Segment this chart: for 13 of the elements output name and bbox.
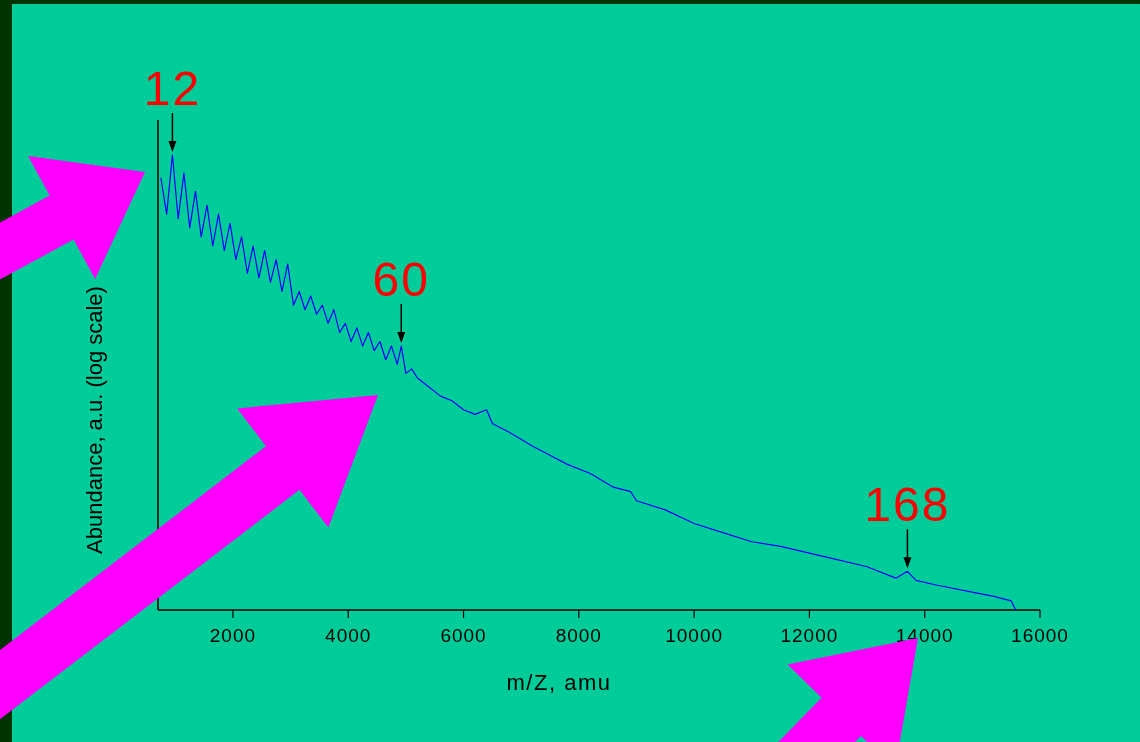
y-axis-title: Abundance, a.u. (log scale) (82, 286, 107, 554)
x-tick-label: 16000 (1011, 625, 1069, 646)
x-axis-title: m/Z, amu (506, 670, 612, 695)
x-tick-label: 10000 (665, 625, 724, 646)
x-tick-label: 2000 (209, 625, 257, 646)
x-tick-label: 14000 (895, 625, 954, 646)
x-tick-label: 6000 (440, 625, 487, 646)
annotation: 168 (864, 478, 951, 532)
x-tick-label: 8000 (555, 625, 602, 646)
annotation: 12 (143, 62, 202, 115)
x-tick-label: 4000 (325, 625, 372, 646)
x-tick-label: 12000 (780, 625, 839, 646)
annotation: 60 (372, 253, 430, 307)
